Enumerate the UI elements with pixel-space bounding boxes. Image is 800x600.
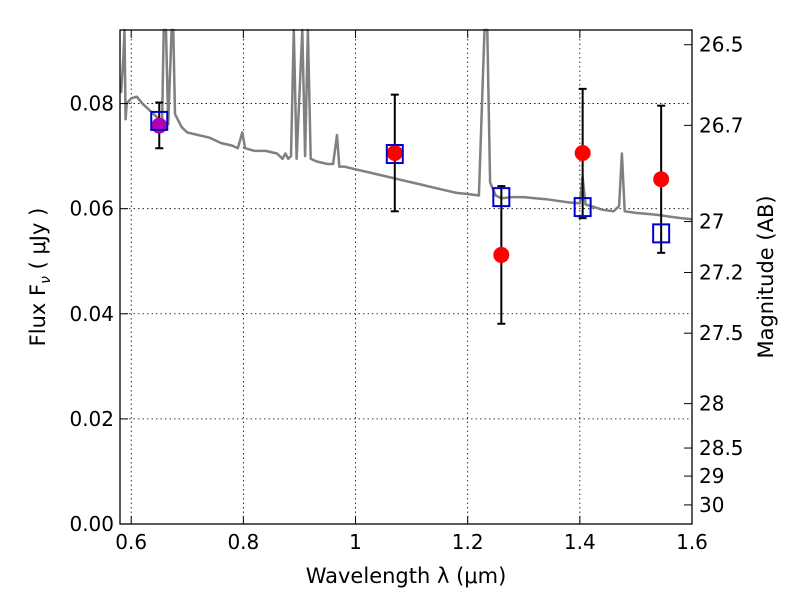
x-tick-label: 1 [349,530,362,554]
y-axis-label-subscript: ν [38,276,54,284]
magnitude-tick-label: 28 [699,392,724,416]
magnitude-tick-label: 27.2 [699,260,744,284]
magnitude-tick-label: 26.7 [699,113,744,137]
y-tick-label: 0.08 [69,92,114,116]
x-tick-label: 1.2 [452,530,484,554]
model-flux-point [652,223,671,244]
model-spectrum-line [119,28,693,221]
magnitude-tick-label: 26.5 [699,33,744,57]
y-axis-label-unit: ( μJy ) [26,208,50,276]
x-tick-label: 1.4 [564,530,596,554]
y-tick-label: 0.00 [69,512,114,536]
model-flux-point [573,197,592,218]
model-flux-point [150,110,169,131]
magnitude-tick-label: 29 [699,464,724,488]
labels-layer: 0.6 0.8 1 1.2 1.4 1.6 0.00 0.02 0.04 0.06 0.08 26.5… [69,33,743,554]
y-axis-label: Flux Fν ( μJy ) [26,208,54,347]
model-flux-point [385,144,404,165]
observed-flux-point [493,246,510,263]
model-layer [150,110,671,244]
y-tick-label: 0.02 [69,407,114,431]
magnitude-tick-label: 27 [699,210,724,234]
model-flux-point [492,187,511,208]
x-axis-label: Wavelength λ (μm) [306,564,507,588]
y-axis-label-main: Flux F [26,284,50,346]
plot-frame [119,29,693,525]
grid-layer [120,30,692,524]
magnitude-tick-label: 30 [699,493,724,517]
magnitude-tick-label: 27.5 [699,321,744,345]
ticks-layer [120,30,693,525]
observed-flux-point [653,171,670,188]
observed-flux-point [574,144,591,161]
observed-flux-point [151,117,168,134]
right-axis-label: Magnitude (AB) [754,195,778,358]
observed-flux-point [386,144,403,161]
magnitude-tick-label: 28.5 [699,436,744,460]
spectrum-layer [119,28,693,221]
observed-layer [151,117,670,263]
y-tick-label: 0.06 [69,197,114,221]
y-tick-label: 0.04 [69,302,114,326]
x-tick-label: 0.6 [115,530,147,554]
x-tick-label: 1.6 [676,530,708,554]
x-tick-label: 0.8 [227,530,259,554]
